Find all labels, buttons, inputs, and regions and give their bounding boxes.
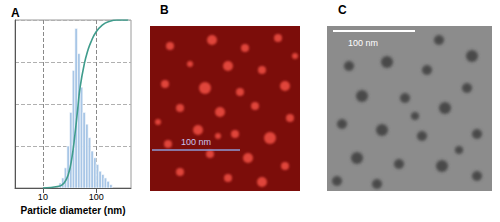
- svg-text:Particle diameter (nm): Particle diameter (nm): [20, 205, 125, 216]
- svg-text:A: A: [11, 6, 20, 20]
- svg-text:10: 10: [38, 192, 48, 202]
- svg-text:100 nm: 100 nm: [348, 38, 378, 48]
- html-text:B: B: [160, 3, 169, 17]
- html-text:C: C: [338, 3, 347, 17]
- svg-text:100 nm: 100 nm: [181, 137, 211, 147]
- svg-text:100: 100: [89, 192, 104, 202]
